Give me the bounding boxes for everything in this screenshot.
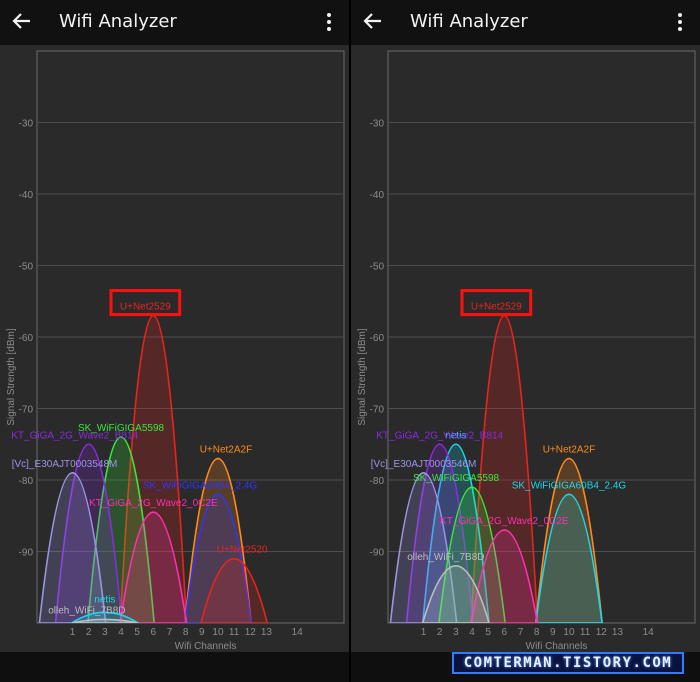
x-tick-label: 8: [183, 627, 189, 638]
x-tick-label: 11: [580, 627, 591, 638]
network-curve: [119, 314, 188, 623]
more-vertical-icon[interactable]: [317, 9, 341, 35]
app-title: Wifi Analyzer: [410, 11, 528, 32]
network-label: SK_WiFiGIGA5598: [413, 473, 500, 484]
x-axis-title: Wifi Channels: [526, 641, 588, 652]
x-tick-label: 3: [102, 627, 108, 638]
x-tick-label: 1: [70, 627, 76, 638]
x-tick-label: 11: [229, 627, 240, 638]
x-tick-label: 10: [563, 627, 575, 638]
x-axis-title: Wifi Channels: [175, 641, 237, 652]
network-label: KT_GiGA_2G_Wave2_0C2E: [89, 498, 218, 509]
x-tick-label: 2: [437, 627, 443, 638]
y-tick-label: -90: [19, 548, 34, 559]
network-curve: [38, 472, 107, 623]
highlight-box: [460, 289, 533, 317]
y-tick-label: -80: [19, 476, 34, 487]
app-bar: Wifi Analyzer: [0, 0, 349, 45]
y-tick-label: -80: [370, 476, 385, 487]
network-curve: [184, 493, 252, 623]
x-tick-label: 10: [212, 627, 224, 638]
x-tick-label: 3: [453, 627, 459, 638]
arrow-left-icon[interactable]: [359, 7, 387, 35]
network-label: U+Net2529: [471, 302, 522, 313]
network-curve: [54, 443, 123, 623]
y-tick-label: -30: [19, 119, 34, 130]
x-tick-label: 13: [261, 627, 273, 638]
network-curve: [389, 472, 458, 623]
app-title: Wifi Analyzer: [59, 11, 177, 32]
left-screen: Wifi Analyzer -30 -40 -50 -60 -70 -80 -90 Signa…: [0, 0, 349, 682]
x-tick-label: 8: [534, 627, 540, 638]
y-axis-title: Signal Strength [dBm]: [6, 328, 17, 425]
x-tick-label: 12: [596, 627, 608, 638]
x-tick-label: 4: [118, 627, 124, 638]
right-screen: Wifi Analyzer -30 -40 -50 -60 -70 -80 -90 Signa…: [351, 0, 700, 682]
x-tick-label: 6: [502, 627, 508, 638]
x-tick-label: 7: [167, 627, 173, 638]
network-label: U+Net2529: [120, 302, 171, 313]
x-tick-label: 5: [485, 627, 491, 638]
app-bar: Wifi Analyzer: [351, 0, 700, 45]
x-tick-label: 6: [151, 627, 157, 638]
network-curve: [535, 457, 603, 623]
x-tick-label: 5: [134, 627, 140, 638]
y-tick-label: -30: [370, 119, 385, 130]
network-label: KT_GiGA_2G_Wave2_B814: [376, 430, 503, 441]
x-tick-label: 9: [550, 627, 556, 638]
network-curve: [421, 565, 490, 623]
x-tick-label: 12: [245, 627, 257, 638]
network-curve: [119, 511, 188, 623]
network-curve: [200, 558, 269, 623]
y-tick-label: -70: [19, 405, 34, 416]
bottom-bar: [0, 652, 349, 682]
x-tick-label: 14: [292, 627, 304, 638]
channel-graph: -30 -40 -50 -60 -70 -80 -90 Signal Strength [dB…: [357, 50, 696, 652]
y-tick-label: -90: [370, 548, 385, 559]
channel-graph: -30 -40 -50 -60 -70 -80 -90 Signal Strength [dB…: [6, 50, 345, 652]
more-vertical-icon[interactable]: [668, 9, 692, 35]
y-tick-label: -40: [19, 190, 34, 201]
y-tick-label: -50: [19, 262, 34, 273]
x-tick-label: 4: [469, 627, 475, 638]
watermark: COMTERMAN.TISTORY.COM: [452, 652, 684, 674]
network-label: netis: [94, 594, 115, 605]
network-curve: [438, 486, 506, 623]
highlight-box: [109, 289, 182, 317]
y-tick-label: -60: [370, 333, 385, 344]
x-tick-label: 2: [86, 627, 92, 638]
x-tick-label: 14: [643, 627, 655, 638]
y-tick-label: -70: [370, 405, 385, 416]
network-curve: [470, 529, 539, 623]
network-label: SK_WiFiGIGA5598: [78, 423, 165, 434]
y-tick-label: -40: [370, 190, 385, 201]
network-label: netis: [445, 430, 466, 441]
network-curve: [535, 493, 603, 623]
network-curve: [470, 314, 539, 623]
network-label: olleh_WiFi_7B8D: [407, 552, 484, 563]
network-label: KT_GiGA_2G_Wave2_0C2E: [440, 516, 569, 527]
network-label: [Vc]_E30AJT0003548M: [12, 459, 118, 470]
arrow-left-icon[interactable]: [8, 7, 36, 35]
network-label: [Vc]_E30AJT0003546M: [371, 459, 477, 470]
x-tick-label: 7: [518, 627, 524, 638]
y-axis-title: Signal Strength [dBm]: [357, 328, 368, 425]
network-curve: [421, 443, 490, 623]
network-label: olleh_WiFi_7B8D: [48, 605, 125, 616]
y-tick-label: -50: [370, 262, 385, 273]
network-label: U+Net2520: [217, 545, 268, 556]
network-curve: [71, 618, 139, 623]
x-tick-label: 1: [421, 627, 427, 638]
network-curve: [405, 443, 474, 623]
y-tick-label: -60: [19, 333, 34, 344]
network-label: SK_WiFiGIGA60B4_2.4G: [143, 480, 258, 491]
x-tick-label: 9: [199, 627, 205, 638]
network-label: SK_WiFiGIGA60B4_2.4G: [512, 480, 627, 491]
network-label: KT_GiGA_2G_Wave2_B814: [11, 430, 138, 441]
network-label: U+Net2A2F: [543, 445, 596, 456]
x-tick-label: 13: [612, 627, 624, 638]
network-label: U+Net2A2F: [200, 445, 253, 456]
